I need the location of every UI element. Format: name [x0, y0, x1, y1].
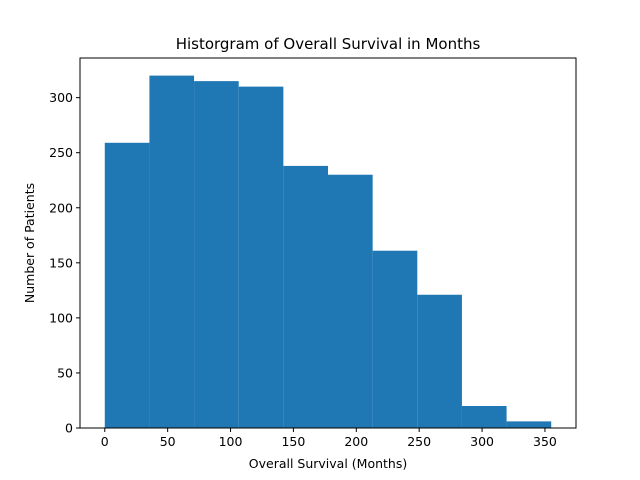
x-tick-label: 100 — [219, 434, 243, 449]
y-tick-label: 300 — [49, 90, 73, 105]
y-axis-label: Number of Patients — [22, 183, 37, 303]
histogram-bar — [149, 75, 195, 428]
histogram-bar — [104, 142, 150, 428]
histogram-bar — [328, 174, 373, 428]
x-axis-ticks: 0 50 100 150 200 250 300 350 — [101, 428, 557, 449]
y-axis-ticks: 0 50 100 150 200 250 300 — [49, 90, 80, 436]
histogram-bar — [506, 421, 552, 428]
x-tick-label: 300 — [470, 434, 494, 449]
y-tick-label: 250 — [49, 145, 73, 160]
x-tick-label: 150 — [281, 434, 305, 449]
y-tick-label: 200 — [49, 200, 73, 215]
bars-group — [104, 75, 552, 428]
histogram-bar — [238, 86, 284, 428]
x-tick-label: 250 — [407, 434, 431, 449]
histogram-bar — [194, 81, 239, 428]
x-axis-label: Overall Survival (Months) — [249, 456, 407, 471]
histogram-bar — [461, 405, 507, 428]
x-tick-label: 350 — [533, 434, 557, 449]
y-tick-label: 150 — [49, 255, 73, 270]
y-tick-label: 0 — [65, 421, 73, 436]
x-tick-label: 50 — [160, 434, 176, 449]
x-tick-label: 200 — [344, 434, 368, 449]
histogram-bar — [283, 165, 328, 428]
histogram-bar — [417, 294, 462, 428]
x-tick-label: 0 — [101, 434, 109, 449]
y-tick-label: 100 — [49, 310, 73, 325]
axes-frame — [79, 57, 577, 429]
chart-title: Historgram of Overall Survival in Months — [176, 35, 481, 53]
y-tick-label: 50 — [57, 365, 73, 380]
histogram-bar — [372, 250, 418, 428]
